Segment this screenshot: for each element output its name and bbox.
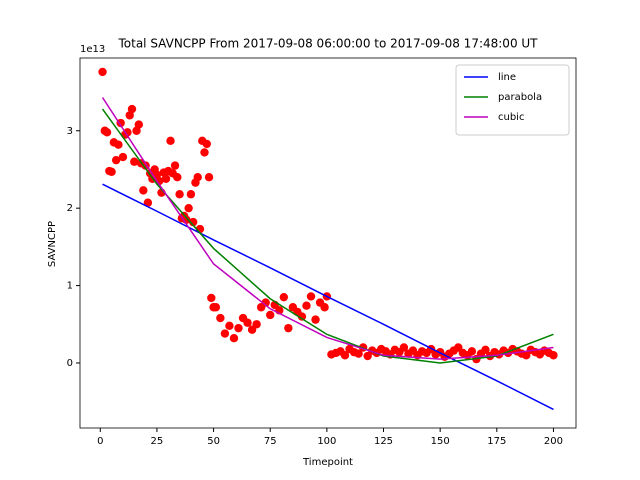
y-tick-label: 2 (67, 203, 73, 214)
point (211, 303, 221, 312)
point (107, 167, 116, 176)
chart-title: Total SAVNCPP From 2017-09-08 06:00:00 t… (117, 37, 538, 51)
point (266, 310, 275, 320)
point (184, 203, 193, 213)
point (311, 315, 320, 324)
point (204, 173, 214, 182)
point (123, 128, 132, 137)
point (161, 174, 171, 183)
point (225, 321, 234, 331)
point (220, 329, 230, 338)
point (234, 323, 243, 333)
point (166, 136, 175, 146)
point (114, 140, 123, 149)
y-tick-label: 0 (67, 358, 73, 369)
point (207, 293, 216, 303)
point (139, 186, 148, 195)
point (297, 312, 307, 321)
x-tick-label: 75 (264, 436, 277, 447)
point (98, 67, 107, 77)
point (229, 334, 239, 343)
plot-frame (79, 57, 577, 429)
plot-area (98, 67, 558, 411)
point (216, 313, 225, 323)
point (320, 303, 329, 312)
point (467, 347, 477, 356)
point (284, 323, 293, 333)
point (354, 349, 363, 358)
point (252, 320, 261, 329)
point (306, 292, 316, 301)
point (399, 343, 409, 352)
x-tick-label: 175 (487, 436, 506, 447)
point (186, 190, 196, 199)
point (340, 351, 350, 360)
x-tick-label: 100 (317, 436, 336, 447)
x-axis-label: Timepoint (302, 457, 353, 468)
y-offset-label: 1e13 (80, 44, 105, 55)
legend-label: line (498, 72, 516, 83)
point (175, 190, 184, 199)
x-tick-label: 50 (207, 436, 220, 447)
point (202, 139, 211, 149)
point (481, 345, 490, 355)
x-tick-label: 200 (544, 436, 563, 447)
x-tick-label: 150 (431, 436, 450, 447)
point (193, 173, 202, 182)
x-tick-label: 0 (97, 436, 103, 447)
legend-label: parabola (498, 92, 542, 103)
point (549, 351, 558, 360)
point (170, 161, 180, 170)
point (134, 120, 143, 129)
x-tick-label: 125 (374, 436, 393, 447)
point (143, 198, 153, 207)
point (302, 301, 311, 310)
fit-line (101, 97, 554, 360)
point (173, 173, 182, 182)
x-tick-label: 25 (151, 436, 164, 447)
y-tick-label: 1 (67, 281, 73, 292)
point (188, 217, 198, 227)
point (102, 128, 112, 137)
point (279, 292, 289, 302)
point (243, 318, 252, 327)
point (118, 152, 128, 162)
point (130, 157, 139, 166)
point (200, 148, 209, 157)
y-tick-label: 3 (67, 126, 73, 137)
fit-line (102, 183, 554, 411)
y-axis-label: SAVNCPP (47, 221, 58, 267)
point (261, 298, 270, 307)
point (111, 155, 121, 165)
legend-label: cubic (498, 112, 524, 123)
fit-line (101, 108, 554, 364)
point (127, 104, 137, 114)
